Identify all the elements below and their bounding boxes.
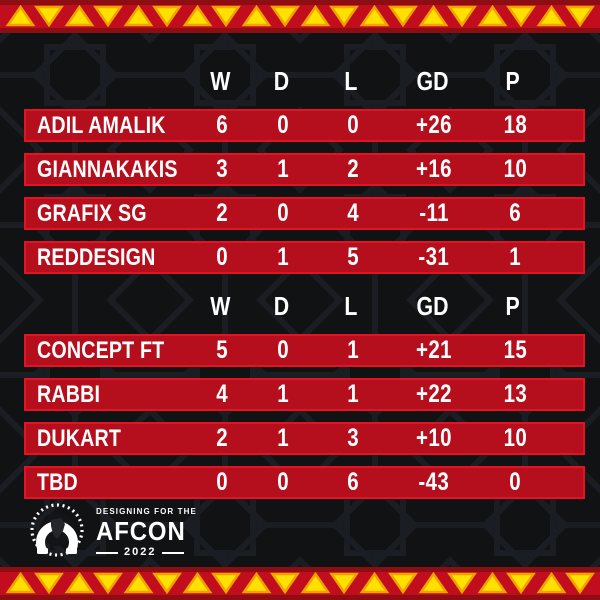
points-cell: 1	[509, 243, 521, 271]
table2-header: W D L GD P	[24, 290, 585, 323]
losses-cell: 4	[347, 199, 359, 227]
top-tribal-border	[0, 0, 600, 33]
losses-cell: 2	[347, 155, 359, 183]
col-losses: L	[344, 291, 358, 321]
team-name: TBD	[37, 468, 78, 496]
footer-yearline: 2022	[96, 547, 197, 558]
losses-cell: 1	[347, 336, 359, 364]
table-row: TBD 0 0 6 -43 0	[24, 466, 585, 499]
footer-text: DESIGNING FOR THE AFCON 2022	[96, 508, 197, 558]
wins-cell: 2	[216, 424, 228, 452]
bottom-triangle-pattern	[5, 572, 595, 595]
col-wins: W	[209, 291, 231, 321]
col-losses: L	[344, 66, 358, 96]
losses-cell: 5	[347, 243, 359, 271]
draws-cell: 1	[277, 424, 289, 452]
losses-cell: 6	[347, 468, 359, 496]
team-name: REDDESIGN	[37, 243, 156, 271]
table-row: CONCEPT FT 5 0 1 +21 15	[24, 334, 585, 367]
goal-difference-cell: +26	[415, 111, 453, 139]
losses-cell: 3	[347, 424, 359, 452]
footer-year: 2022	[124, 546, 157, 558]
team-name-cell: REDDESIGN	[26, 244, 196, 272]
team-name: GIANNAKAKIS	[37, 155, 178, 183]
col-wins: W	[209, 66, 231, 96]
points-cell: 18	[503, 111, 527, 139]
standings-tables: W D L GD P ADIL AMALIK 6 0 0 +26 18 GIAN…	[24, 33, 585, 499]
dash-right	[162, 551, 185, 554]
points-cell: 0	[509, 468, 521, 496]
goal-difference-cell: -11	[419, 199, 449, 227]
draws-cell: 1	[277, 243, 289, 271]
losses-cell: 1	[347, 380, 359, 408]
team-name-cell: ADIL AMALIK	[26, 112, 196, 140]
col-points: P	[505, 66, 521, 96]
team-name-cell: TBD	[26, 469, 196, 497]
dash-left	[96, 551, 118, 554]
goal-difference-cell: -43	[418, 468, 450, 496]
footer-tagline: DESIGNING FOR THE	[96, 507, 197, 516]
team-name-cell: GIANNAKAKIS	[26, 156, 196, 184]
draws-cell: 0	[277, 336, 289, 364]
wins-cell: 4	[216, 380, 228, 408]
afcon-trophy-logo-icon	[30, 503, 84, 557]
draws-cell: 1	[277, 155, 289, 183]
team-name-cell: RABBI	[26, 381, 196, 409]
footer-branding: DESIGNING FOR THE AFCON 2022	[28, 502, 197, 564]
team-name-cell: GRAFIX SG	[26, 200, 196, 228]
draws-cell: 1	[277, 380, 289, 408]
goal-difference-cell: +21	[415, 336, 453, 364]
col-goal-difference: GD	[416, 291, 448, 321]
table-row: GRAFIX SG 2 0 4 -11 6	[24, 197, 585, 230]
footer-brand: AFCON	[96, 516, 186, 546]
points-cell: 13	[503, 380, 527, 408]
goal-difference-cell: -31	[418, 243, 450, 271]
team-name: CONCEPT FT	[37, 336, 165, 364]
points-cell: 10	[503, 155, 527, 183]
bottom-tribal-border	[0, 567, 600, 600]
wins-cell: 6	[216, 111, 228, 139]
top-triangle-pattern	[5, 5, 595, 28]
points-cell: 15	[503, 336, 527, 364]
table-row: REDDESIGN 0 1 5 -31 1	[24, 241, 585, 274]
points-cell: 10	[503, 424, 527, 452]
team-name: DUKART	[37, 424, 122, 452]
wins-cell: 0	[216, 243, 228, 271]
table-row: GIANNAKAKIS 3 1 2 +16 10	[24, 153, 585, 186]
draws-cell: 0	[277, 111, 289, 139]
wins-cell: 2	[216, 199, 228, 227]
losses-cell: 0	[347, 111, 359, 139]
team-name: RABBI	[37, 380, 101, 408]
table1-header: W D L GD P	[24, 65, 585, 98]
draws-cell: 0	[277, 199, 289, 227]
col-goal-difference: GD	[416, 66, 448, 96]
team-name-cell: DUKART	[26, 425, 196, 453]
col-draws: D	[273, 66, 289, 96]
team-name: GRAFIX SG	[37, 199, 147, 227]
table-row: DUKART 2 1 3 +10 10	[24, 422, 585, 455]
goal-difference-cell: +22	[415, 380, 453, 408]
points-cell: 6	[509, 199, 521, 227]
col-points: P	[505, 291, 521, 321]
table-row: ADIL AMALIK 6 0 0 +26 18	[24, 109, 585, 142]
draws-cell: 0	[277, 468, 289, 496]
wins-cell: 5	[216, 336, 228, 364]
team-name: ADIL AMALIK	[37, 111, 166, 139]
wins-cell: 0	[216, 468, 228, 496]
table-row: RABBI 4 1 1 +22 13	[24, 378, 585, 411]
goal-difference-cell: +10	[415, 424, 453, 452]
goal-difference-cell: +16	[415, 155, 453, 183]
team-name-cell: CONCEPT FT	[26, 337, 196, 365]
wins-cell: 3	[216, 155, 228, 183]
col-draws: D	[273, 291, 289, 321]
